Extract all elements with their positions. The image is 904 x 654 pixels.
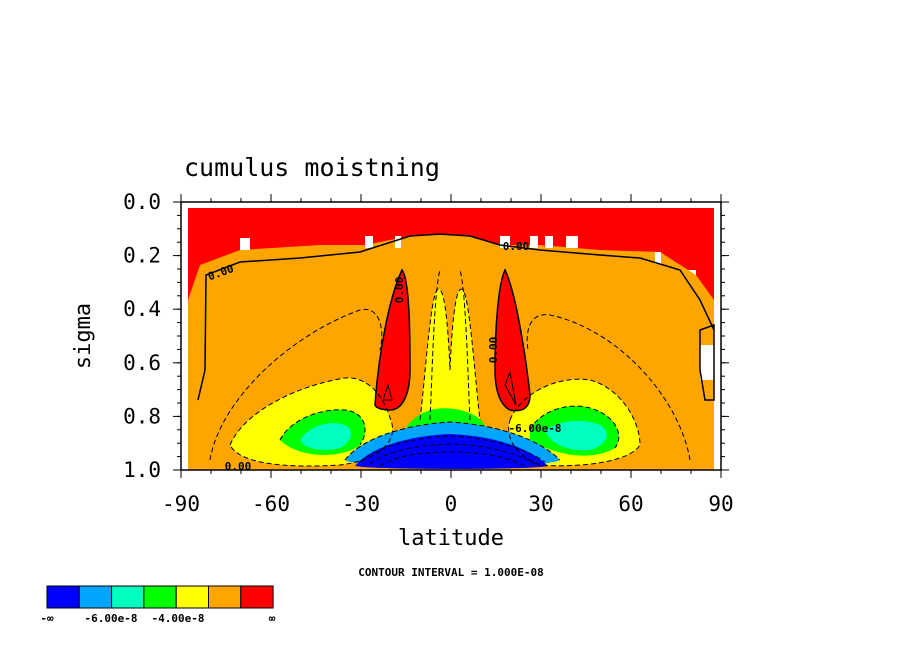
- colorbar-swatch: [46, 585, 80, 609]
- colorbar-swatch: [111, 585, 145, 609]
- y-tick-label: 0.6: [123, 351, 161, 375]
- zero-contour-right-tower: [494, 268, 531, 412]
- inner-tower-left: [382, 383, 393, 401]
- colorbar-swatch: [175, 585, 209, 609]
- fill-yellow-center: [420, 289, 480, 435]
- x-tick-label: -90: [162, 492, 200, 516]
- y-axis-label: sigma: [71, 303, 96, 369]
- contour-label: 0.00: [503, 240, 530, 253]
- x-tick-label: -30: [342, 492, 380, 516]
- colorbar-swatch: [208, 585, 242, 609]
- dashed-contours: [209, 269, 691, 467]
- colorbar-labels: -∞ -6.00e-8 -4.00e-8 ∞: [40, 612, 275, 625]
- y-tick-label: 0.2: [123, 244, 161, 268]
- white-gaps: [240, 236, 714, 380]
- x-tick-label: 30: [528, 492, 553, 516]
- contour-label: 0.00: [487, 337, 500, 364]
- contour-label: -6.00e-8: [509, 422, 562, 435]
- inner-tower-right: [504, 370, 517, 406]
- x-tick-label: 0: [445, 492, 458, 516]
- fill-cyan-left: [300, 423, 352, 450]
- zero-contour-right: [699, 323, 715, 401]
- x-tick-label: -60: [252, 492, 290, 516]
- fill-red-tower-right: [495, 270, 530, 411]
- y-tick-label: 1.0: [123, 458, 161, 482]
- y-tick-label: 0.0: [123, 190, 161, 214]
- contour-fills: [188, 208, 714, 470]
- contour-interval-text: CONTOUR INTERVAL = 1.000E-08: [358, 566, 543, 579]
- x-tick-label: 60: [618, 492, 643, 516]
- chart-title: cumulus moistning: [184, 153, 440, 182]
- colorbar-label: -∞: [40, 612, 54, 625]
- y-tick-label: 0.8: [123, 404, 161, 428]
- colorbar: [46, 585, 274, 609]
- contour-lines: [197, 233, 715, 467]
- colorbar-label: ∞: [269, 612, 276, 625]
- axis-ticks: [173, 194, 729, 478]
- x-axis-label: latitude: [398, 526, 504, 551]
- x-tick-label: 90: [708, 492, 733, 516]
- x-tick-labels: -90 -60 -30 0 30 60 90: [162, 492, 734, 516]
- contour-label: 0.00: [225, 460, 252, 473]
- colorbar-swatch: [78, 585, 113, 609]
- y-tick-labels: 0.0 0.2 0.4 0.6 0.8 1.0: [123, 190, 161, 482]
- zero-contour-top: [197, 233, 715, 401]
- fill-cyan-right: [545, 420, 607, 451]
- colorbar-label: -6.00e-8: [85, 612, 138, 625]
- fill-red-tower-left: [375, 270, 410, 410]
- y-tick-label: 0.4: [123, 297, 161, 321]
- colorbar-swatch: [240, 585, 274, 609]
- colorbar-swatch: [143, 585, 177, 609]
- contour-label: 0.00: [393, 277, 406, 304]
- colorbar-label: -4.00e-8: [152, 612, 205, 625]
